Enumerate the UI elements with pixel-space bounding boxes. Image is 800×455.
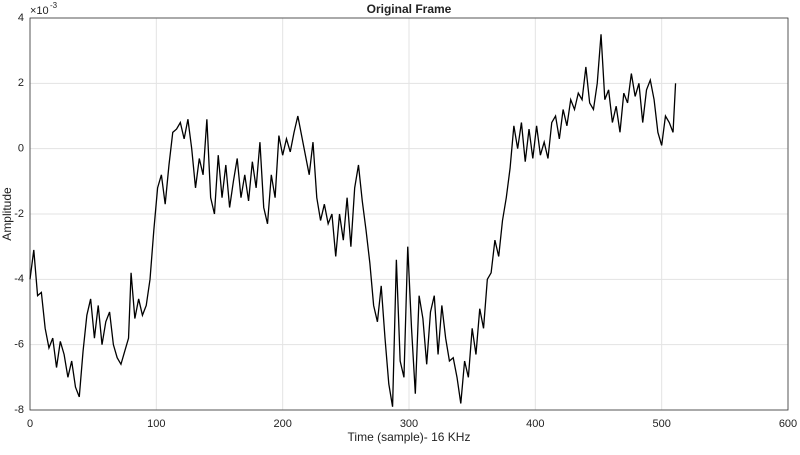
- x-axis-label: Time (sample)- 16 KHz: [348, 430, 471, 444]
- line-series: [29, 34, 677, 407]
- y-tick-label: -8: [14, 404, 24, 416]
- y-tick-label: 4: [18, 12, 24, 24]
- y-tick-label: 2: [18, 77, 24, 89]
- x-tick-label: 500: [652, 418, 670, 430]
- x-tick-label: 100: [147, 418, 165, 430]
- y-tick-label: -6: [14, 339, 24, 351]
- x-tick-label: 200: [273, 418, 291, 430]
- x-tick-label: 600: [779, 418, 797, 430]
- chart-title: Original Frame: [367, 2, 452, 16]
- y-axis-label: Amplitude: [0, 187, 14, 241]
- y-tick-label: 0: [18, 143, 24, 155]
- x-tick-label: 400: [526, 418, 544, 430]
- y-multiplier: ×10: [30, 5, 49, 17]
- y-tick-label: -4: [14, 273, 24, 285]
- y-multiplier-exponent: -3: [50, 1, 58, 10]
- x-tick-label: 300: [400, 418, 418, 430]
- y-tick-label: -2: [14, 208, 24, 220]
- plot-frame: [29, 17, 789, 411]
- x-tick-label: 0: [27, 418, 33, 430]
